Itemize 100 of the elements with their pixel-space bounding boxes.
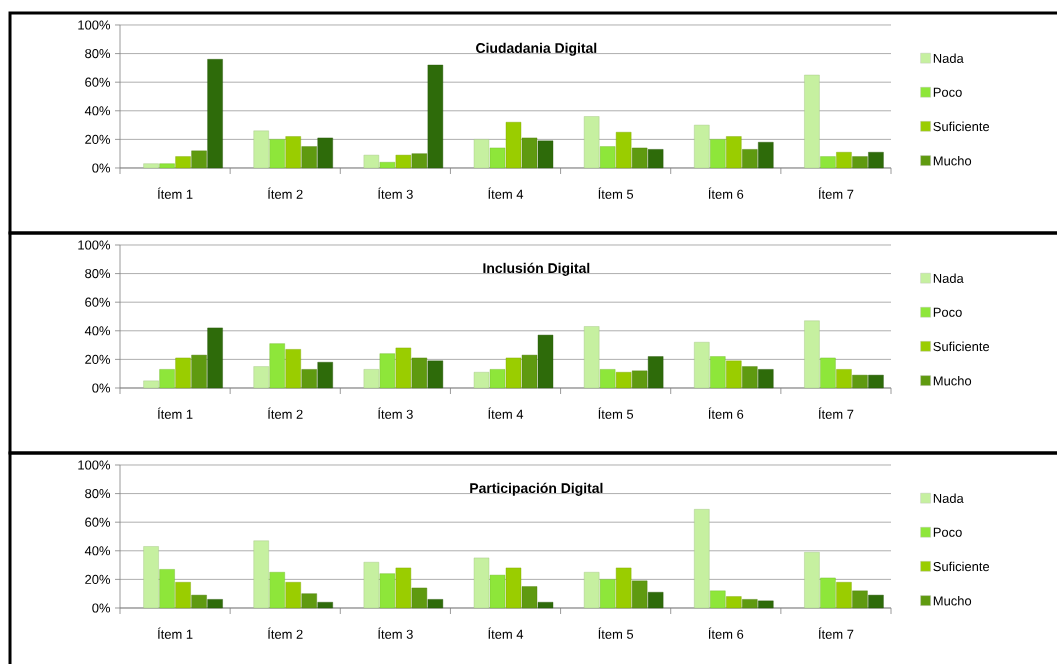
- x-tick-label: Ítem 5: [598, 187, 634, 199]
- bar: [317, 602, 333, 609]
- bar: [427, 360, 444, 389]
- y-tick-label: 0%: [92, 383, 111, 393]
- bar: [726, 136, 742, 169]
- bar: [694, 342, 710, 389]
- bar: [599, 579, 616, 609]
- bar: [253, 366, 269, 389]
- legend-label: Poco: [933, 527, 962, 537]
- x-tick-label: Ítem 7: [818, 407, 854, 419]
- y-tick-label: 100%: [78, 240, 111, 250]
- y-tick-label: 60%: [85, 297, 111, 307]
- bar: [411, 357, 428, 389]
- bar: [631, 580, 648, 609]
- bar: [820, 357, 836, 389]
- bar: [191, 354, 207, 389]
- bar: [269, 343, 285, 389]
- bar: [411, 587, 428, 609]
- text: Participación Digital: [470, 482, 603, 496]
- y-tick-label: 60%: [85, 517, 111, 527]
- bar: [742, 366, 758, 389]
- bar: [505, 122, 522, 169]
- bar: [317, 362, 333, 389]
- bar: [143, 546, 159, 609]
- bar: [301, 369, 317, 389]
- legend-label: Suficiente: [933, 121, 990, 132]
- bar: [631, 370, 648, 389]
- x-tick-label: Ítem 7: [818, 627, 854, 639]
- y-tick-label: 40%: [84, 326, 111, 336]
- x-tick-label: Ítem 2: [268, 407, 303, 419]
- x-tick-label: Ítem 6: [708, 627, 744, 639]
- x-tick-label: Ítem 3: [378, 407, 413, 419]
- bar: [379, 353, 396, 389]
- bar: [317, 137, 333, 169]
- x-tick-label: Ítem 7: [818, 187, 854, 199]
- bar: [726, 596, 742, 609]
- y-tick-label: 0%: [92, 603, 111, 613]
- bar: [269, 572, 285, 609]
- y-tick-label: 100%: [78, 20, 111, 30]
- x-tick-label: Ítem 2: [268, 627, 303, 639]
- x-tick-label: Ítem 1: [157, 407, 193, 419]
- bar: [473, 139, 490, 169]
- bar: [395, 154, 412, 169]
- bar: [175, 357, 191, 389]
- bar: [615, 567, 632, 609]
- bar: [710, 356, 726, 389]
- x-tick-label: Ítem 3: [378, 627, 413, 639]
- bar: [207, 327, 223, 389]
- bar: [363, 369, 380, 389]
- bar: [411, 153, 428, 169]
- bar: [395, 567, 412, 609]
- bar: [852, 156, 868, 169]
- bar: [363, 562, 380, 609]
- y-tick-label: 80%: [85, 489, 111, 499]
- bar: [285, 136, 301, 169]
- bar: [836, 582, 852, 609]
- bar: [285, 349, 301, 389]
- bar: [207, 59, 223, 169]
- bar: [694, 509, 710, 609]
- bar: [473, 557, 490, 609]
- bar: [379, 162, 396, 169]
- bar: [583, 572, 600, 609]
- legend-label: Nada: [933, 493, 964, 503]
- bar: [647, 356, 664, 389]
- bar: [427, 599, 444, 609]
- x-tick-label: Ítem 4: [488, 627, 524, 639]
- bar: [852, 374, 868, 389]
- x-tick-label: Ítem 2: [268, 187, 303, 199]
- legend-label: Suficiente: [933, 341, 990, 352]
- bar: [521, 137, 538, 169]
- y-tick-label: 80%: [85, 269, 111, 279]
- y-tick-label: 20%: [85, 354, 111, 364]
- bar: [599, 369, 616, 389]
- bar: [631, 147, 648, 169]
- legend-label: Mucho: [933, 595, 972, 606]
- x-tick-label: Ítem 5: [598, 407, 634, 419]
- x-tick-label: Ítem 1: [157, 187, 193, 199]
- x-tick-label: Ítem 4: [488, 407, 524, 419]
- bar: [143, 163, 159, 169]
- y-tick-label: 0%: [92, 163, 111, 173]
- bar: [836, 152, 852, 169]
- bar: [489, 147, 506, 169]
- bar: [758, 369, 774, 389]
- bar: [473, 372, 490, 389]
- y-tick-label: 20%: [85, 134, 111, 144]
- legend-label: Suficiente: [933, 561, 990, 572]
- bar: [537, 334, 554, 389]
- y-tick-label: 100%: [78, 460, 111, 470]
- bar: [583, 326, 600, 389]
- legend-label: Mucho: [933, 155, 972, 166]
- bar: [521, 354, 538, 389]
- bar: [852, 590, 868, 609]
- bar: [615, 372, 632, 389]
- x-tick-label: Ítem 1: [157, 627, 193, 639]
- y-tick-label: 20%: [85, 574, 111, 584]
- bar: [599, 146, 616, 169]
- bar: [143, 380, 159, 389]
- bar: [301, 146, 317, 169]
- legend-label: Poco: [933, 307, 962, 317]
- bar: [159, 369, 175, 389]
